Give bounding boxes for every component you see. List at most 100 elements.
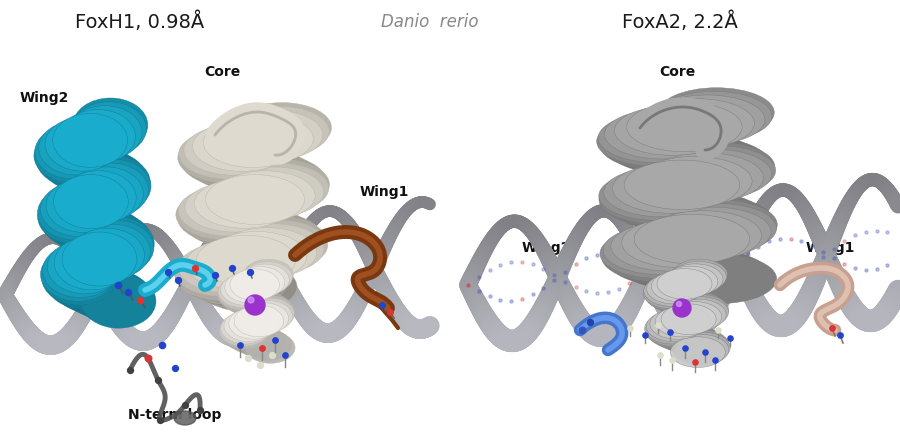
Ellipse shape (208, 231, 307, 281)
Ellipse shape (184, 125, 283, 175)
Ellipse shape (179, 129, 278, 179)
Ellipse shape (189, 141, 288, 191)
Ellipse shape (622, 218, 737, 268)
Point (741, 250, 755, 257)
Ellipse shape (194, 178, 293, 228)
Ellipse shape (654, 251, 770, 300)
Point (708, 247, 723, 254)
Point (665, 249, 680, 256)
Ellipse shape (178, 133, 277, 183)
Point (268, 336, 283, 343)
Ellipse shape (603, 225, 719, 275)
Ellipse shape (663, 266, 718, 297)
Ellipse shape (228, 216, 327, 266)
Ellipse shape (68, 167, 143, 221)
Point (482, 293, 497, 300)
Ellipse shape (36, 132, 111, 187)
Point (151, 377, 166, 384)
Point (568, 261, 582, 268)
Ellipse shape (244, 259, 293, 291)
Ellipse shape (76, 155, 150, 209)
Ellipse shape (652, 271, 707, 302)
Ellipse shape (645, 280, 700, 311)
Ellipse shape (233, 288, 283, 320)
Ellipse shape (39, 121, 113, 175)
Point (482, 266, 497, 273)
Ellipse shape (597, 117, 712, 166)
Ellipse shape (615, 106, 730, 155)
Ellipse shape (179, 254, 278, 304)
Ellipse shape (76, 224, 150, 279)
Ellipse shape (661, 204, 777, 253)
Point (623, 325, 637, 332)
Ellipse shape (624, 160, 740, 210)
Ellipse shape (668, 264, 723, 294)
Ellipse shape (175, 247, 274, 297)
Point (698, 349, 712, 356)
Ellipse shape (661, 145, 776, 195)
Ellipse shape (672, 259, 727, 290)
Ellipse shape (650, 308, 705, 339)
Ellipse shape (181, 137, 280, 187)
Ellipse shape (675, 332, 730, 363)
Ellipse shape (224, 310, 274, 342)
Ellipse shape (220, 274, 270, 305)
Point (253, 361, 267, 368)
Ellipse shape (41, 194, 116, 248)
Point (178, 402, 193, 409)
Ellipse shape (655, 285, 710, 316)
Point (698, 279, 712, 286)
Ellipse shape (178, 194, 277, 244)
Ellipse shape (653, 320, 708, 351)
Ellipse shape (600, 120, 716, 170)
Ellipse shape (656, 149, 771, 199)
Point (644, 263, 658, 270)
Point (687, 282, 701, 289)
Ellipse shape (644, 276, 698, 306)
Text: Wing1: Wing1 (360, 185, 410, 199)
Point (783, 272, 797, 279)
Text: Wing2: Wing2 (522, 241, 572, 255)
Ellipse shape (659, 88, 774, 137)
Ellipse shape (175, 251, 274, 300)
Ellipse shape (608, 236, 724, 286)
Ellipse shape (619, 127, 734, 177)
Point (493, 261, 508, 268)
Ellipse shape (653, 138, 769, 188)
Point (676, 244, 690, 251)
Ellipse shape (35, 125, 110, 179)
Point (751, 270, 765, 277)
Ellipse shape (613, 164, 728, 213)
Point (783, 235, 797, 242)
Ellipse shape (671, 292, 726, 323)
Point (515, 258, 529, 265)
Ellipse shape (225, 167, 324, 217)
Point (859, 266, 873, 273)
Ellipse shape (604, 178, 719, 228)
Point (652, 352, 667, 359)
Point (255, 345, 269, 352)
Point (461, 282, 475, 289)
Point (698, 244, 712, 251)
Ellipse shape (65, 148, 140, 202)
Ellipse shape (649, 283, 705, 313)
Ellipse shape (245, 298, 294, 329)
Ellipse shape (658, 196, 773, 246)
Text: FoxA2, 2.2Å: FoxA2, 2.2Å (622, 12, 738, 32)
Circle shape (677, 301, 681, 307)
Ellipse shape (626, 102, 742, 152)
Ellipse shape (54, 236, 129, 290)
Ellipse shape (655, 306, 710, 337)
Point (155, 342, 169, 349)
Ellipse shape (605, 110, 720, 159)
Ellipse shape (238, 291, 288, 322)
Ellipse shape (58, 144, 132, 198)
Ellipse shape (41, 136, 116, 190)
Point (122, 367, 137, 374)
Ellipse shape (79, 221, 154, 275)
Point (761, 273, 776, 280)
Point (111, 282, 125, 289)
Point (547, 276, 562, 283)
Point (225, 265, 239, 272)
Point (461, 282, 475, 289)
